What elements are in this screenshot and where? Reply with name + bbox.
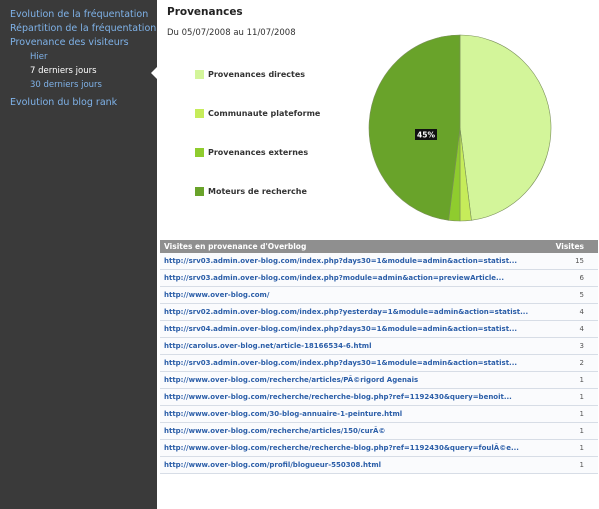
referrer-link[interactable]: http://srv03.admin.over-blog.com/index.p… xyxy=(164,257,518,265)
table-row: http://www.over-blog.com/recherche/reche… xyxy=(160,440,598,457)
table-header: Visites en provenance d'Overblog Visites xyxy=(160,240,598,253)
legend-item: Provenances externes xyxy=(195,148,308,157)
legend-swatch xyxy=(195,187,204,196)
date-range: Du 05/07/2008 au 11/07/2008 xyxy=(167,28,296,38)
pie-annotation-label: 45% xyxy=(417,131,435,140)
pie-slice xyxy=(459,34,552,221)
sidebar: Evolution de la fréquentation Répartition… xyxy=(0,0,157,509)
visits-count: 4 xyxy=(579,308,584,316)
table-row: http://srv03.admin.over-blog.com/index.p… xyxy=(160,270,598,287)
referrer-link[interactable]: http://www.over-blog.com/ xyxy=(164,291,270,299)
visits-count: 2 xyxy=(579,359,584,367)
table-row: http://srv04.admin.over-blog.com/index.p… xyxy=(160,321,598,338)
table-row: http://srv03.admin.over-blog.com/index.p… xyxy=(160,253,598,270)
referrer-link[interactable]: http://www.over-blog.com/profil/blogueur… xyxy=(164,461,382,469)
referrer-link[interactable]: http://srv02.admin.over-blog.com/index.p… xyxy=(164,308,529,316)
panel-title: Provenances xyxy=(167,6,243,18)
sidebar-item-6[interactable]: Evolution du blog rank xyxy=(10,97,118,108)
visits-count: 5 xyxy=(579,291,584,299)
table-row: http://www.over-blog.com/recherche/artic… xyxy=(160,372,598,389)
sidebar-nav: Evolution de la fréquentation Répartition… xyxy=(0,8,157,110)
referrer-link[interactable]: http://carolus.over-blog.net/article-181… xyxy=(164,342,372,350)
legend-swatch xyxy=(195,109,204,118)
sidebar-item-3[interactable]: Hier xyxy=(30,52,48,62)
legend-label: Provenances directes xyxy=(208,70,306,79)
sidebar-item-0[interactable]: Evolution de la fréquentation xyxy=(10,9,149,20)
visits-count: 6 xyxy=(579,274,584,282)
legend-label: Provenances externes xyxy=(208,148,309,157)
table-row: http://www.over-blog.com/30-blog-annuair… xyxy=(160,406,598,423)
visits-count: 1 xyxy=(579,444,584,452)
visits-count: 3 xyxy=(579,342,584,350)
visits-count: 1 xyxy=(579,427,584,435)
pie-annotation: 45% xyxy=(415,129,437,140)
legend-label: Moteurs de recherche xyxy=(208,187,307,196)
legend-item: Communaute plateforme xyxy=(195,109,320,118)
sidebar-item-1[interactable]: Répartition de la fréquentation xyxy=(10,23,157,34)
visits-count: 1 xyxy=(579,461,584,469)
column-header-url: Visites en provenance d'Overblog xyxy=(164,242,307,251)
referrer-link[interactable]: http://srv03.admin.over-blog.com/index.p… xyxy=(164,359,518,367)
visits-count: 1 xyxy=(579,376,584,384)
referrer-link[interactable]: http://www.over-blog.com/recherche/artic… xyxy=(164,376,419,384)
referrer-link[interactable]: http://srv04.admin.over-blog.com/index.p… xyxy=(164,325,518,333)
referrer-link[interactable]: http://www.over-blog.com/recherche/reche… xyxy=(164,393,512,401)
visits-count: 1 xyxy=(579,410,584,418)
visits-count: 15 xyxy=(575,257,584,265)
table-row: http://www.over-blog.com/recherche/artic… xyxy=(160,423,598,440)
referrer-link[interactable]: http://www.over-blog.com/recherche/artic… xyxy=(164,427,386,435)
table-row: http://www.over-blog.com/recherche/reche… xyxy=(160,389,598,406)
visits-count: 4 xyxy=(579,325,584,333)
referrer-table: Visites en provenance d'Overblog Visites… xyxy=(160,240,598,474)
legend-label: Communaute plateforme xyxy=(208,109,321,118)
table-body: http://srv03.admin.over-blog.com/index.p… xyxy=(160,253,598,474)
table-row: http://srv03.admin.over-blog.com/index.p… xyxy=(160,355,598,372)
column-header-visits: Visites xyxy=(555,242,584,251)
table-row: http://srv02.admin.over-blog.com/index.p… xyxy=(160,304,598,321)
main-content: Provenances Du 05/07/2008 au 11/07/2008 … xyxy=(157,0,599,509)
table-row: http://www.over-blog.com/profil/blogueur… xyxy=(160,457,598,474)
legend-swatch xyxy=(195,148,204,157)
table-row: http://www.over-blog.com/5 xyxy=(160,287,598,304)
referrer-link[interactable]: http://srv03.admin.over-blog.com/index.p… xyxy=(164,274,504,282)
pie-annotation-box xyxy=(415,129,437,140)
sidebar-item-2[interactable]: Provenance des visiteurs xyxy=(10,37,129,48)
table-row: http://carolus.over-blog.net/article-181… xyxy=(160,338,598,355)
legend-item: Moteurs de recherche xyxy=(195,187,307,196)
pie-slice xyxy=(368,34,461,221)
visits-count: 1 xyxy=(579,393,584,401)
sidebar-item-5[interactable]: 30 derniers jours xyxy=(30,80,102,90)
referrer-link[interactable]: http://www.over-blog.com/recherche/reche… xyxy=(164,444,519,452)
legend-item: Provenances directes xyxy=(195,70,305,79)
referrer-link[interactable]: http://www.over-blog.com/30-blog-annuair… xyxy=(164,410,403,418)
pie-chart: 45% xyxy=(368,34,552,222)
sidebar-item-4[interactable]: 7 derniers jours xyxy=(30,66,97,76)
legend-swatch xyxy=(195,70,204,79)
active-item-pointer xyxy=(151,67,157,79)
